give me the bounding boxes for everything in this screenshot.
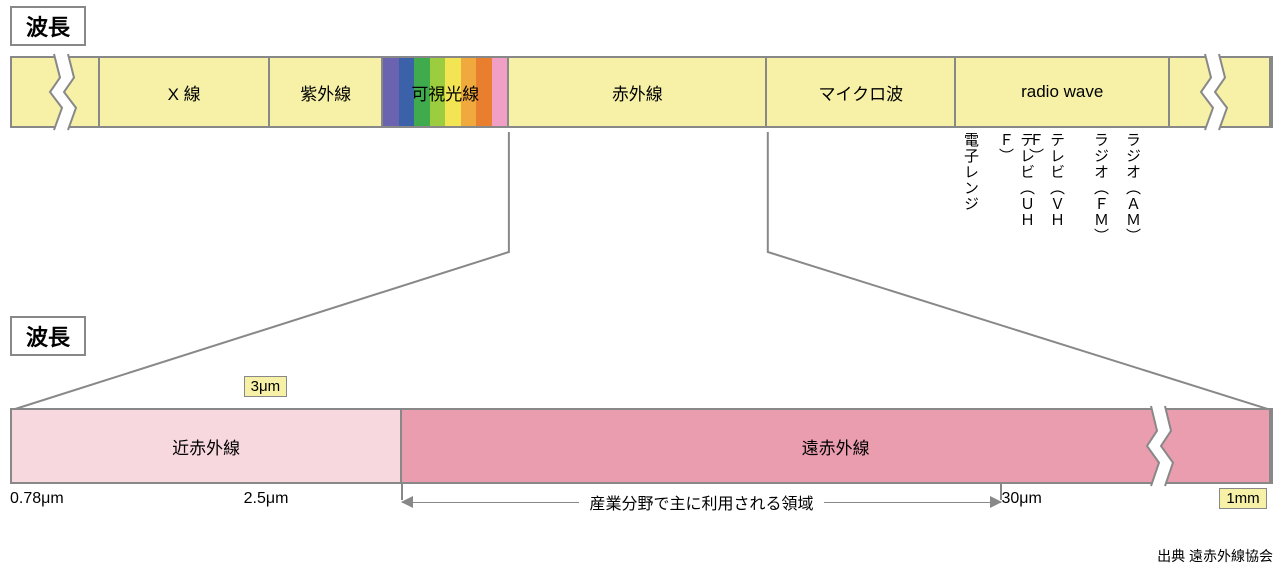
- tag-1mm: 1mm: [1219, 488, 1266, 509]
- ir-tick-0: 0.78μm: [10, 490, 64, 508]
- ir-row-wrap: 3μm 近赤外線遠赤外線 0.78μm2.5μm30μm 産業分野で主に利用され…: [10, 408, 1273, 524]
- band-radio: radio wave: [956, 58, 1170, 126]
- tag-3um: 3μm: [244, 376, 287, 397]
- band-visible: 可視光線: [383, 58, 509, 126]
- band-label-visible: 可視光線: [411, 80, 479, 105]
- ir-spectrum-row: 近赤外線 遠赤外線: [10, 408, 1273, 484]
- band-label-uv: 紫外線: [300, 80, 351, 105]
- band-label-microwave: マイクロ波: [818, 80, 903, 105]
- ir-band-far-ir: 遠赤外線: [402, 410, 1271, 482]
- ir-tick-1: 2.5μm: [244, 490, 289, 508]
- band-right-pad: [1170, 58, 1271, 126]
- title-wavelength-1: 波長: [10, 6, 86, 46]
- band-left-pad: [12, 58, 100, 126]
- credit-source: 出典 遠赤外線協会: [10, 546, 1273, 566]
- ir-tick-mark-0: [401, 482, 403, 500]
- title-wavelength-2: 波長: [10, 316, 86, 356]
- band-ir: 赤外線: [509, 58, 767, 126]
- ir-band-near-ir: 近赤外線: [12, 410, 402, 482]
- ir-tick-mark-1: [1000, 482, 1002, 500]
- band-label-radio: radio wave: [1021, 82, 1103, 102]
- ir-band-label-near-ir: 近赤外線: [172, 434, 240, 459]
- band-xray: X 線: [100, 58, 270, 126]
- ir-ticks: 0.78μm 2.5μm 30μm 産業分野で主に利用される領域 1mm: [10, 484, 1273, 524]
- connector-zone: 波長: [10, 242, 1273, 412]
- zoom-connector: [10, 132, 1273, 412]
- ir-tick-2: 30μm: [1001, 490, 1041, 508]
- industrial-range-label: 産業分野で主に利用される領域: [589, 490, 813, 514]
- ir-band-label-far-ir: 遠赤外線: [802, 434, 870, 459]
- band-label-xray: X 線: [168, 80, 201, 105]
- band-uv: 紫外線: [270, 58, 383, 126]
- band-label-ir: 赤外線: [612, 80, 663, 105]
- top-spectrum-row: X 線 紫外線 可視光線 赤外線 マイクロ波 radio wave: [10, 56, 1273, 128]
- band-microwave: マイクロ波: [767, 58, 956, 126]
- industrial-range-arrow: 産業分野で主に利用される領域: [402, 490, 1002, 514]
